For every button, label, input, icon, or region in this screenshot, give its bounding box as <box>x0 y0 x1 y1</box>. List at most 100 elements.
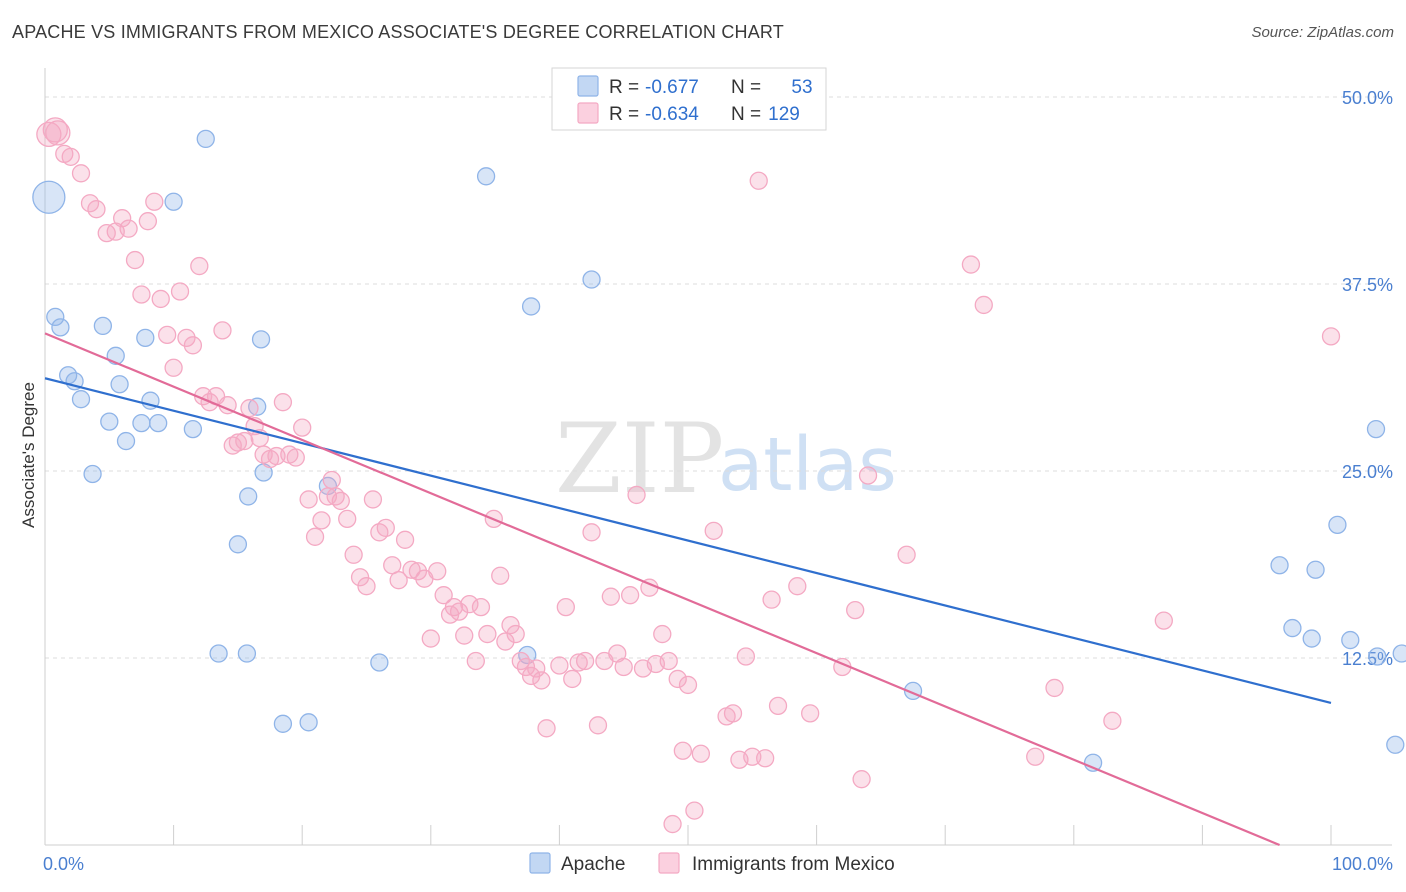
data-point <box>614 657 633 677</box>
data-point <box>113 209 132 228</box>
data-point <box>273 714 293 733</box>
data-point <box>801 704 820 723</box>
y-axis-label: Associate's Degree <box>19 382 38 528</box>
data-point <box>1386 735 1405 754</box>
legend-n-label-apache: N = <box>731 77 761 98</box>
bottom-legend-swatch-apache <box>529 852 551 874</box>
legend-swatch-apache <box>577 75 599 97</box>
data-point <box>228 433 248 452</box>
data-point <box>846 600 865 620</box>
data-point <box>575 651 595 671</box>
data-point <box>478 624 497 644</box>
data-point <box>286 448 305 467</box>
data-point <box>273 393 293 412</box>
grid <box>45 96 1392 659</box>
data-point <box>408 562 428 581</box>
data-point <box>582 523 601 542</box>
data-point <box>190 256 209 276</box>
legend-n-value-mexico: 129 <box>768 104 800 125</box>
data-point <box>299 713 318 732</box>
data-point <box>132 413 151 433</box>
data-point <box>395 530 415 549</box>
data-point <box>305 527 325 546</box>
y-tick-label: 25.0% <box>1342 462 1393 482</box>
data-point <box>125 250 145 270</box>
data-point <box>471 597 491 617</box>
data-point <box>110 375 129 394</box>
data-point <box>668 669 687 689</box>
trend-line-apache <box>44 377 1332 704</box>
data-point <box>736 647 756 666</box>
data-point <box>496 632 515 651</box>
data-point <box>116 431 136 451</box>
data-point <box>691 744 711 763</box>
data-point <box>151 289 170 309</box>
data-point <box>527 659 546 678</box>
data-point <box>312 511 331 530</box>
data-point <box>421 629 440 648</box>
watermark-atlas: atlas <box>718 422 897 508</box>
data-point <box>673 741 693 760</box>
data-point <box>331 491 350 511</box>
data-point <box>223 436 242 455</box>
data-point <box>678 675 698 695</box>
data-point <box>460 594 479 614</box>
legend-r-label-apache: R = <box>609 77 639 98</box>
data-point <box>145 192 164 211</box>
axes <box>44 68 1392 846</box>
data-point <box>1341 630 1360 650</box>
data-point <box>87 200 106 219</box>
legend-r-value-mexico: -0.634 <box>645 104 699 125</box>
data-point <box>248 397 267 416</box>
data-point <box>71 390 91 409</box>
data-point <box>1366 419 1386 439</box>
data-point <box>376 518 395 537</box>
data-point <box>46 307 65 327</box>
data-point <box>1306 560 1325 579</box>
chart-title: APACHE VS IMMIGRANTS FROM MEXICO ASSOCIA… <box>12 22 785 42</box>
series-legend: Apache Immigrants from Mexico <box>529 852 895 875</box>
watermark-zip: ZIP <box>555 403 724 515</box>
x-tick-label-max: 100.0% <box>1332 854 1393 874</box>
series-immigrants-from-mexico <box>36 117 1341 834</box>
data-point <box>158 325 177 345</box>
bottom-legend-swatch-mexico <box>658 852 680 874</box>
data-point <box>1103 711 1122 730</box>
data-point <box>897 545 916 564</box>
legend-r-value-apache: -0.677 <box>645 77 699 98</box>
data-point <box>1283 618 1302 638</box>
data-point <box>71 164 91 183</box>
data-point <box>183 336 203 355</box>
data-point <box>788 577 807 596</box>
data-point <box>455 626 474 645</box>
data-point <box>61 147 80 166</box>
data-point <box>961 255 981 274</box>
data-point <box>532 671 551 690</box>
data-point <box>1026 747 1045 766</box>
data-point <box>213 321 232 340</box>
data-point <box>100 412 119 431</box>
data-point <box>537 719 556 738</box>
data-point <box>344 545 363 564</box>
data-point <box>363 490 383 509</box>
legend-swatch-mexico <box>577 102 599 124</box>
data-point <box>974 295 993 315</box>
data-point <box>138 212 158 231</box>
data-point <box>620 586 640 605</box>
data-point <box>170 282 190 301</box>
data-point <box>370 653 389 672</box>
data-point <box>299 490 318 509</box>
correlation-legend: R = -0.677 N = 53 R = -0.634 N = 129 <box>551 67 827 131</box>
data-point <box>209 644 228 663</box>
data-point <box>756 749 775 768</box>
data-point <box>1045 678 1064 698</box>
data-point <box>228 535 248 554</box>
data-point <box>685 801 704 820</box>
legend-n-value-apache: 53 <box>791 77 812 98</box>
y-tick-label: 50.0% <box>1342 88 1393 108</box>
series-apache <box>32 129 1406 772</box>
data-point <box>83 464 102 484</box>
data-point <box>1368 647 1387 666</box>
data-point <box>45 120 71 146</box>
data-point <box>466 651 485 671</box>
